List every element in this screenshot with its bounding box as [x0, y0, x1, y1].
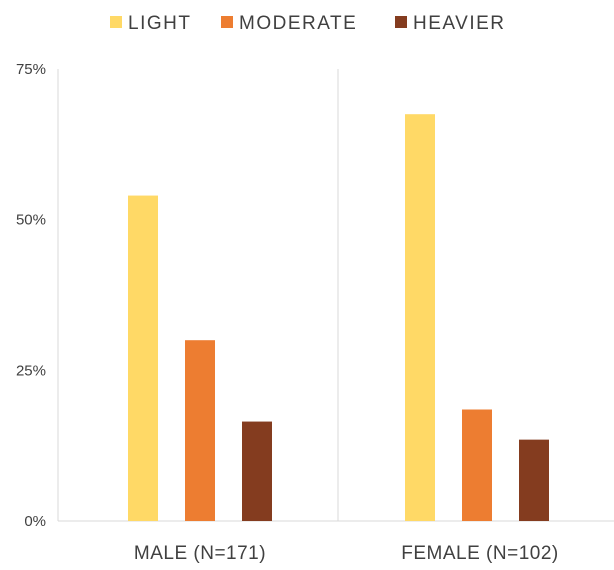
bar-heavier-1 [519, 439, 549, 521]
x-category-label: MALE (N=171) [134, 543, 266, 564]
legend-label-heavier: HEAVIER [413, 13, 506, 34]
y-tick-label: 75% [16, 61, 46, 78]
legend-label-light: LIGHT [128, 13, 191, 34]
y-tick-label: 50% [16, 212, 46, 229]
legend-label-moderate: MODERATE [239, 13, 357, 34]
x-category-label: FEMALE (N=102) [401, 543, 558, 564]
bar-moderate-0 [185, 340, 215, 521]
legend-swatch-heavier [395, 16, 407, 28]
y-tick-label: 25% [16, 362, 46, 379]
legend-swatch-moderate [221, 16, 233, 28]
y-tick-label: 0% [24, 513, 46, 530]
bar-heavier-0 [242, 421, 272, 521]
bar-moderate-1 [462, 409, 492, 521]
legend-swatch-light [110, 16, 122, 28]
bar-light-1 [405, 114, 435, 521]
bar-light-0 [128, 195, 158, 521]
